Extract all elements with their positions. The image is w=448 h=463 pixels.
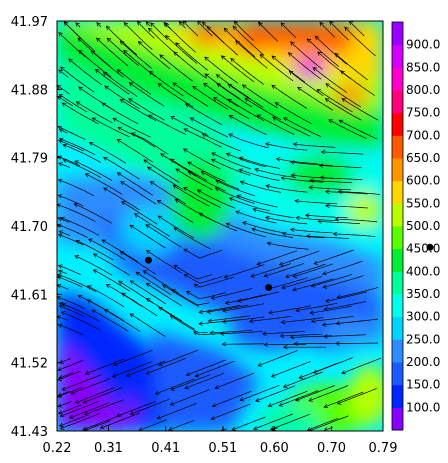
- colorbar-swatch: [392, 249, 403, 272]
- field-region: [285, 155, 355, 195]
- colorbar-swatch: [392, 67, 403, 90]
- colorbar-label: 350.0: [406, 287, 440, 301]
- colorbar: 100.0 150.0 200.0 250.0 300.0 350.0 400.0 450.0…: [392, 22, 440, 431]
- site-marker: [427, 244, 434, 251]
- colorbar-swatch: [392, 90, 403, 113]
- colorbar-label: 150.0: [406, 378, 440, 392]
- colorbar-swatch: [392, 22, 403, 45]
- colorbar-swatch: [392, 45, 403, 68]
- x-tick-label: 0.31: [94, 441, 123, 456]
- colorbar-swatch: [392, 407, 403, 430]
- y-tick-label: 41.61: [11, 288, 48, 303]
- y-tick-label: 41.79: [11, 152, 48, 167]
- x-tick-label: 0.41: [151, 441, 180, 456]
- colorbar-label: 550.0: [406, 196, 440, 210]
- colorbar-label: 450.0: [406, 242, 440, 256]
- colorbar-label: 900.0: [406, 38, 440, 52]
- plot-area: [57, 21, 390, 435]
- colorbar-swatch: [392, 317, 403, 340]
- site-marker: [145, 257, 152, 264]
- y-tick-label: 41.88: [11, 83, 48, 98]
- y-tick-label: 41.70: [11, 220, 48, 235]
- colorbar-swatch: [392, 113, 403, 136]
- colorbar-label: 850.0: [406, 60, 440, 74]
- field-region: [323, 32, 347, 48]
- x-tick-label: 0.60: [260, 441, 289, 456]
- colorbar-swatch: [392, 385, 403, 408]
- colorbar-swatch: [392, 203, 403, 226]
- colorbar-label: 750.0: [406, 106, 440, 120]
- colorbar-swatch: [392, 158, 403, 181]
- colorbar-label: 100.0: [406, 400, 440, 414]
- colorbar-swatch: [392, 294, 403, 317]
- field-region: [120, 205, 180, 255]
- field-region: [347, 192, 383, 228]
- colorbar-swatch: [392, 181, 403, 204]
- colorbar-label: 400.0: [406, 264, 440, 278]
- colorbar-label: 650.0: [406, 151, 440, 165]
- colorbar-swatch: [392, 226, 403, 249]
- x-tick-label: 0.70: [317, 441, 346, 456]
- colorbar-label: 600.0: [406, 174, 440, 188]
- colorbar-label: 250.0: [406, 332, 440, 346]
- x-tick-label: 0.79: [369, 441, 398, 456]
- y-tick-label: 41.52: [11, 357, 48, 372]
- x-tick-label: 0.51: [208, 441, 237, 456]
- y-tick-label: 41.43: [11, 425, 48, 440]
- colorbar-swatch: [392, 362, 403, 385]
- colorbar-swatch: [392, 271, 403, 294]
- y-tick-label: 41.97: [11, 15, 48, 30]
- colorbar-swatch: [392, 339, 403, 362]
- x-tick-label: 0.22: [43, 441, 72, 456]
- colorbar-label: 200.0: [406, 355, 440, 369]
- colorbar-swatch: [392, 135, 403, 158]
- y-axis: 41.43 41.52 41.61 41.70 41.79 41.88 41.97: [11, 15, 62, 440]
- colorbar-label: 800.0: [406, 83, 440, 97]
- colorbar-label: 500.0: [406, 219, 440, 233]
- colorbar-label: 300.0: [406, 310, 440, 324]
- site-marker: [265, 284, 272, 291]
- colorbar-label: 700.0: [406, 128, 440, 142]
